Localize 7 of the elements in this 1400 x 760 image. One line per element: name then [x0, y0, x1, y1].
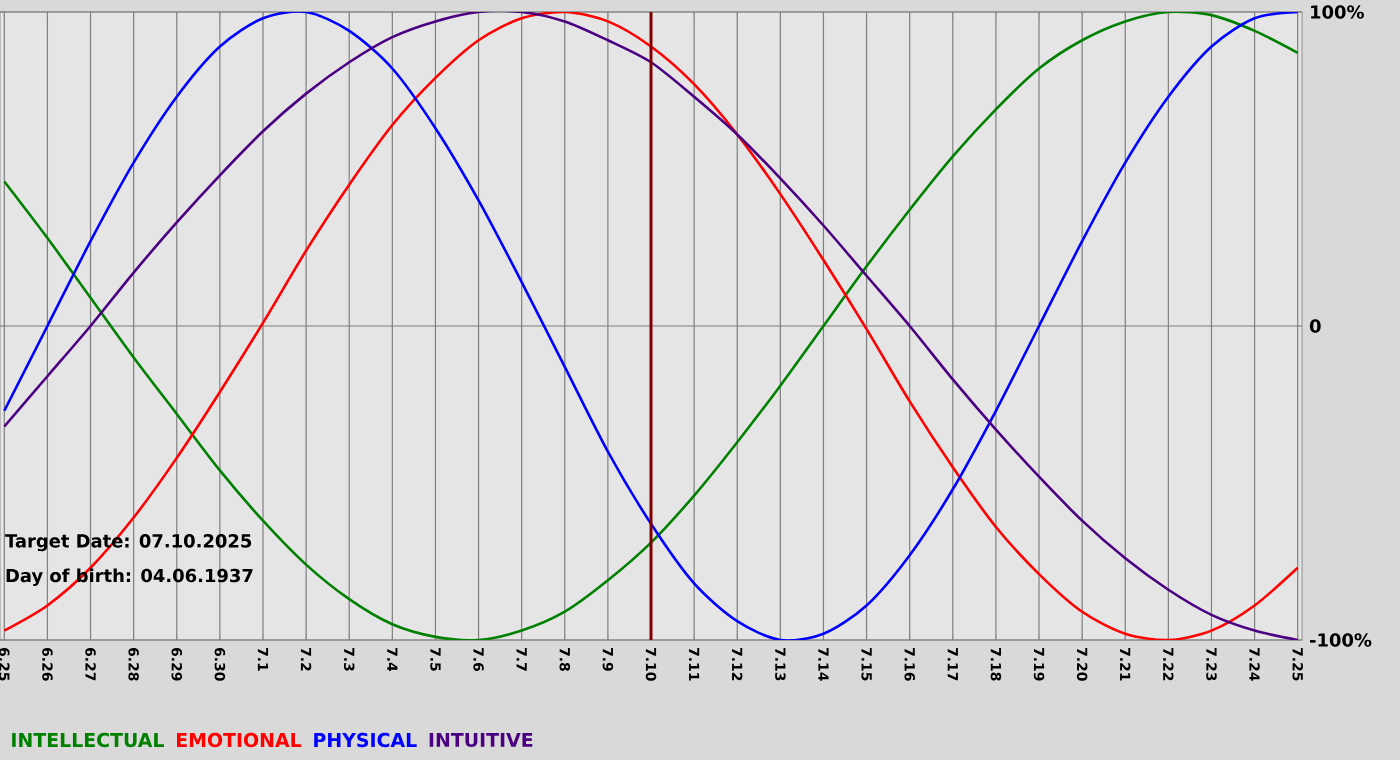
y-tick-label: 0 [1309, 319, 1321, 333]
y-tick-label: 100% [1311, 5, 1364, 19]
text: EMOTIONAL [176, 732, 302, 748]
text: INTUITIVE [429, 732, 533, 748]
text: INTELLECTUAL [12, 732, 164, 748]
text: PHYSICAL [314, 732, 417, 748]
y-tick-label: -100% [1310, 633, 1372, 647]
